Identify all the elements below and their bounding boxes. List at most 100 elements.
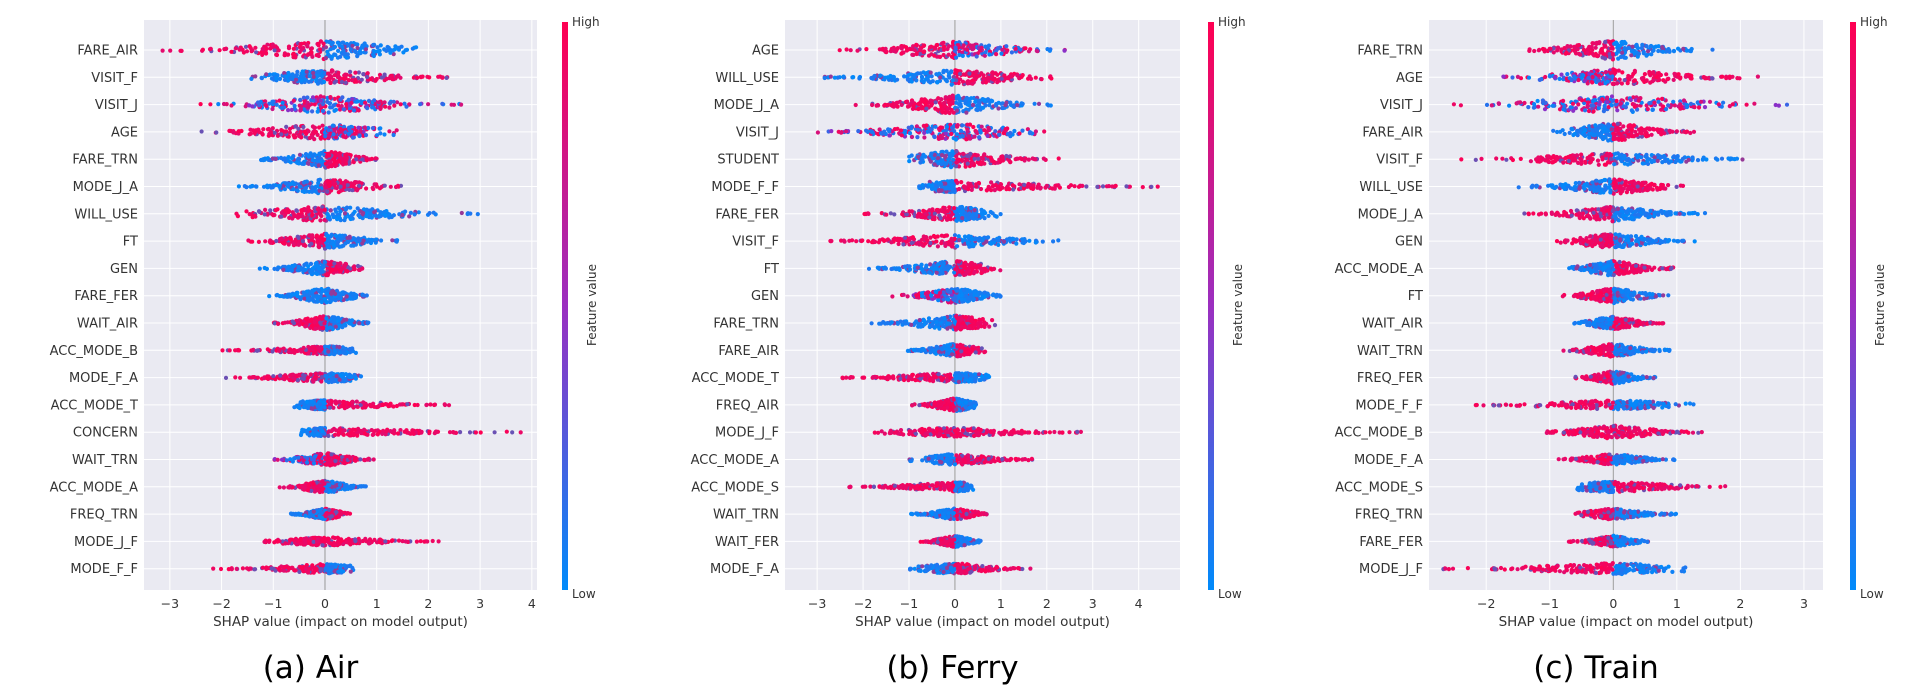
data-point <box>300 484 305 489</box>
data-point <box>365 106 370 111</box>
data-point <box>331 215 336 220</box>
data-point <box>224 46 229 51</box>
data-point <box>263 102 268 107</box>
data-point <box>270 212 275 217</box>
data-point <box>320 539 325 544</box>
data-point <box>412 45 417 50</box>
data-point <box>248 127 253 132</box>
data-point <box>383 104 388 109</box>
data-point <box>459 102 464 107</box>
feature-label: ACC_MODE_A <box>691 453 779 468</box>
data-point <box>316 41 321 46</box>
data-point <box>384 429 389 434</box>
data-point <box>304 429 309 434</box>
data-point <box>378 104 383 109</box>
data-point <box>292 405 297 410</box>
data-point <box>446 403 452 408</box>
data-point <box>298 512 303 517</box>
feature-label: MODE_J_A <box>714 98 780 113</box>
data-point <box>431 210 436 215</box>
data-point <box>353 295 358 300</box>
data-point <box>289 181 294 186</box>
data-point <box>267 538 272 543</box>
data-point <box>318 345 323 350</box>
data-point <box>286 70 291 76</box>
data-point <box>408 210 413 215</box>
data-point <box>355 45 360 51</box>
data-point <box>341 48 346 53</box>
data-point <box>352 209 357 214</box>
data-point <box>316 488 321 493</box>
data-point <box>356 70 361 75</box>
data-point <box>430 538 435 544</box>
data-point <box>290 459 295 464</box>
data-point <box>318 98 323 103</box>
data-point <box>329 399 334 404</box>
data-point <box>252 131 257 136</box>
data-point <box>323 56 328 61</box>
data-point <box>327 101 332 106</box>
data-point <box>333 401 339 406</box>
data-point <box>351 431 356 436</box>
data-point <box>332 315 337 320</box>
x-tick-label: −2 <box>854 596 872 611</box>
data-point <box>292 376 297 381</box>
data-point <box>268 208 273 213</box>
data-point <box>244 185 249 190</box>
data-point <box>405 402 410 407</box>
data-point <box>331 540 337 545</box>
data-point <box>363 100 368 105</box>
data-point <box>269 185 274 190</box>
data-point <box>250 239 255 244</box>
data-point <box>367 541 372 546</box>
data-point <box>310 235 315 240</box>
data-point <box>343 80 348 85</box>
data-point <box>436 74 441 79</box>
data-point <box>383 539 388 544</box>
data-point <box>357 183 362 188</box>
data-point <box>351 108 357 113</box>
data-point <box>346 239 351 245</box>
data-point <box>247 132 252 137</box>
data-point <box>396 73 401 78</box>
data-point <box>342 510 347 515</box>
data-point <box>328 80 333 85</box>
data-point <box>287 378 292 383</box>
data-point <box>288 538 293 543</box>
data-point <box>343 346 348 351</box>
data-point <box>372 210 377 215</box>
data-point <box>358 99 363 104</box>
data-point <box>311 509 316 514</box>
data-point <box>304 179 309 184</box>
data-point <box>368 403 373 408</box>
data-point <box>302 129 307 134</box>
subplot-caption: (a) Air <box>263 650 359 686</box>
data-point <box>398 183 404 188</box>
data-point <box>306 154 311 159</box>
colorbar <box>562 22 568 590</box>
data-point <box>267 72 273 77</box>
data-point <box>328 459 333 464</box>
data-point <box>938 54 943 60</box>
data-point <box>377 540 382 545</box>
data-point <box>353 457 358 462</box>
data-point <box>370 105 375 110</box>
data-point <box>315 132 320 137</box>
feature-label: FARE_FER <box>715 207 779 222</box>
data-point <box>274 52 279 57</box>
data-point <box>347 539 353 544</box>
data-point <box>224 102 229 107</box>
data-point <box>353 70 358 75</box>
data-point <box>332 80 337 85</box>
data-point <box>315 109 320 114</box>
data-point <box>282 77 288 82</box>
data-point <box>891 47 896 52</box>
data-point <box>289 293 294 298</box>
data-point <box>360 266 365 271</box>
data-point <box>329 514 334 519</box>
data-point <box>291 241 296 246</box>
data-point <box>229 103 234 108</box>
data-point <box>332 96 337 101</box>
data-point <box>317 349 322 354</box>
data-point <box>266 126 271 132</box>
